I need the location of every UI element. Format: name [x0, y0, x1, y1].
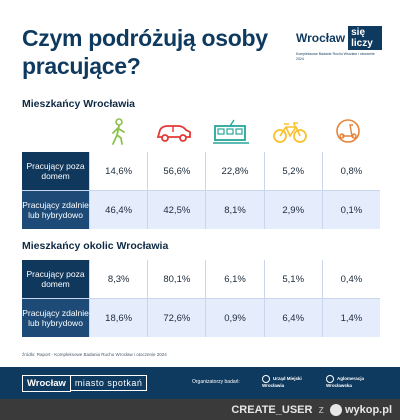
- table-row: Pracujący zdalnie lub hybrydowo 46,4% 42…: [22, 191, 380, 229]
- watermark-site: wykop.pl: [344, 403, 392, 416]
- row-label: Pracujący poza domem: [22, 260, 90, 298]
- table-cell: 5,1%: [263, 260, 322, 298]
- source-note: źródło: Raport - Kompleksowe Badania Ruc…: [22, 352, 167, 357]
- table-cell: 72,6%: [147, 299, 205, 337]
- table-cell: 8,3%: [89, 260, 147, 298]
- agglomeration-icon: [326, 375, 334, 383]
- brand-logo: Wrocław się liczy Kompleksowe Badanie Ru…: [296, 26, 382, 61]
- row-label: Pracujący zdalnie lub hybrydowo: [22, 191, 90, 229]
- car-icon: [156, 125, 191, 142]
- brand-city: Wrocław: [296, 31, 346, 45]
- organizers-label: Organizatorzy badań:: [192, 379, 240, 385]
- footer-brand: Wrocław miasto spotkań: [22, 374, 148, 392]
- table-cell: 5,2%: [263, 152, 322, 190]
- footer: Wrocław miasto spotkań Organizatorzy bad…: [0, 367, 400, 399]
- logo-urzad: Urząd Miejski Wrocławia: [262, 375, 302, 388]
- section-title-okolice: Mieszkańcy okolic Wrocławia: [22, 240, 169, 252]
- transport-icons-row: [90, 118, 380, 148]
- table-cell: 80,1%: [147, 260, 205, 298]
- walking-person-icon: [112, 118, 125, 145]
- scooter-icon: [336, 119, 360, 143]
- row-label: Pracujący zdalnie lub hybrydowo: [22, 299, 90, 337]
- table-row: Pracujący zdalnie lub hybrydowo 18,6% 72…: [22, 299, 380, 337]
- table-cell: 6,1%: [205, 260, 263, 298]
- table-cell: 46,4%: [89, 191, 147, 229]
- table-cell: 0,1%: [321, 191, 380, 229]
- table-row: Pracujący poza domem 8,3% 80,1% 6,1% 5,1…: [22, 260, 380, 298]
- footer-city: Wrocław: [22, 374, 71, 392]
- table-cell: 0,4%: [321, 260, 380, 298]
- watermark-bar: CREATE_USER z wykop.pl: [0, 399, 400, 420]
- table-cell: 0,9%: [205, 299, 263, 337]
- table-cell: 56,6%: [147, 152, 205, 190]
- row-divider: [22, 190, 380, 191]
- watermark-user: CREATE_USER: [231, 403, 313, 416]
- table-cell: 0,8%: [321, 152, 380, 190]
- bicycle-icon: [273, 122, 307, 143]
- brand-tag: się liczy: [348, 26, 382, 50]
- table-cell: 1,4%: [321, 299, 380, 337]
- table-cell: 8,1%: [205, 191, 263, 229]
- table-cell: 22,8%: [205, 152, 263, 190]
- section-title-wroclaw: Mieszkańcy Wrocławia: [22, 98, 136, 110]
- table-cell: 6,4%: [263, 299, 322, 337]
- wykop-logo-icon: [329, 403, 342, 416]
- table-cell: 42,5%: [147, 191, 205, 229]
- footer-slogan: miasto spotkań: [70, 375, 148, 391]
- table-cell: 14,6%: [89, 152, 147, 190]
- logo-aglomeracja: Aglomeracja Wrocławska: [326, 375, 365, 388]
- tram-icon: [213, 119, 249, 144]
- table-cell: 18,6%: [89, 299, 147, 337]
- table-row: Pracujący poza domem 14,6% 56,6% 22,8% 5…: [22, 152, 380, 190]
- table-cell: 2,9%: [263, 191, 322, 229]
- page-title: Czym podróżują osoby pracujące?: [22, 25, 268, 79]
- row-label: Pracujący poza domem: [22, 152, 90, 190]
- city-crest-icon: [262, 375, 270, 383]
- watermark-letter: z: [318, 403, 324, 416]
- brand-subtitle: Kompleksowe Badanie Ruchu Wrocław i otoc…: [296, 52, 375, 61]
- row-divider: [22, 298, 380, 299]
